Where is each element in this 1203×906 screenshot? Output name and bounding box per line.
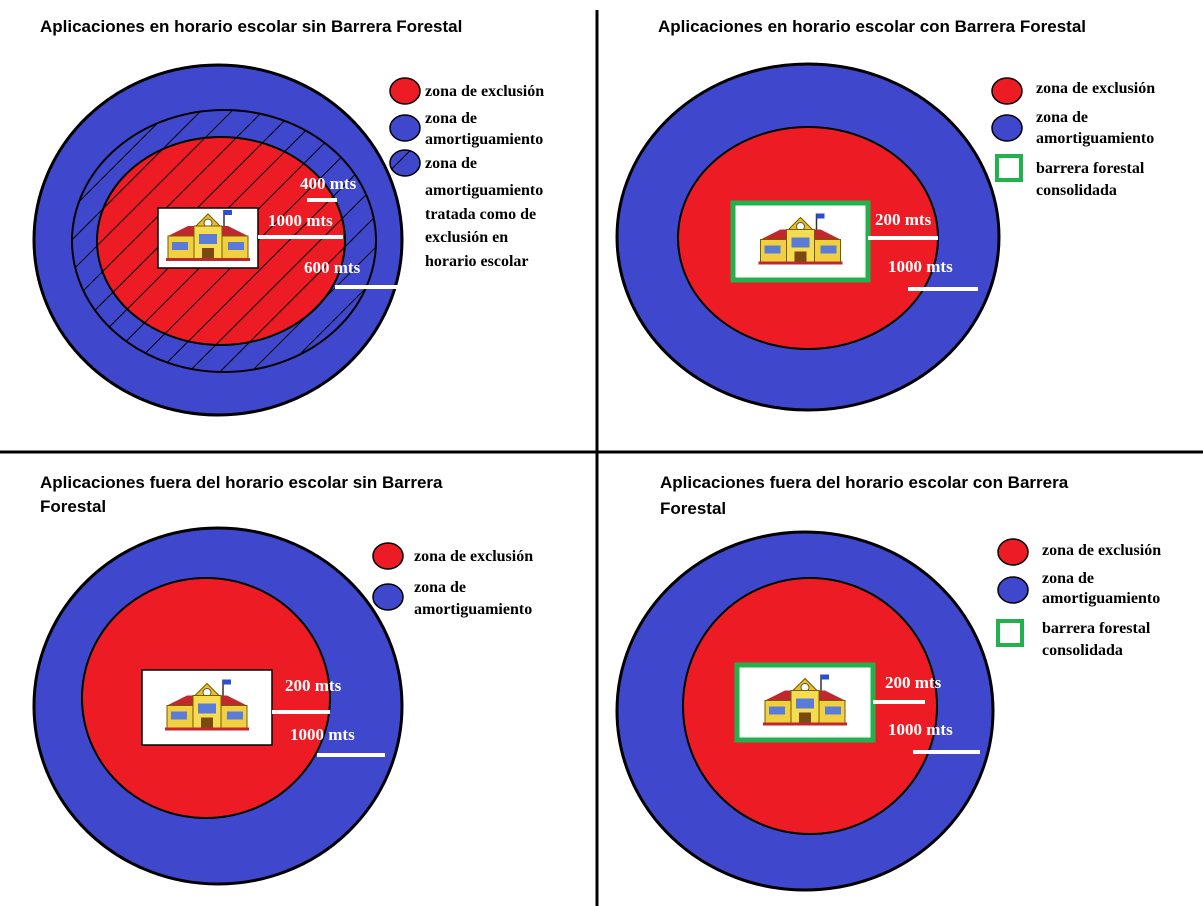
legend-label: zona de: [1042, 570, 1094, 587]
legend-symbol: [373, 584, 403, 610]
distance-label: 1000 mts: [290, 725, 355, 744]
legend-symbol: [390, 78, 420, 104]
panel-title: Aplicaciones fuera del horario escolar s…: [40, 473, 443, 492]
distance-label: 200 mts: [875, 210, 932, 229]
panel-title: Forestal: [660, 499, 726, 518]
panel-title: Forestal: [40, 497, 106, 516]
legend-symbol: [992, 78, 1022, 104]
legend-label: amortiguamiento: [1036, 130, 1154, 147]
legend-label: horario escolar: [425, 253, 529, 270]
legend-label: zona de: [1036, 109, 1088, 126]
legend-label: zona de: [414, 579, 466, 596]
panel-title: Aplicaciones en horario escolar sin Barr…: [40, 17, 462, 36]
legend-label: zona de exclusión: [425, 83, 544, 100]
distance-label: 200 mts: [285, 676, 342, 695]
legend-label: zona de: [425, 155, 477, 172]
legend-label: barrera forestal: [1042, 620, 1151, 637]
legend-label: amortiguamiento: [425, 131, 543, 148]
legend-symbol: [998, 577, 1028, 603]
legend-label: barrera forestal: [1036, 160, 1145, 177]
legend-symbol: [373, 543, 403, 569]
legend-label: amortiguamiento: [414, 601, 532, 618]
legend-label: zona de exclusión: [1042, 542, 1161, 559]
legend-hatch: [390, 150, 420, 176]
legend-label: tratada como de: [425, 206, 536, 223]
legend-symbol: [390, 115, 420, 141]
panel-title: Aplicaciones fuera del horario escolar c…: [660, 473, 1069, 492]
legend-label: zona de exclusión: [414, 548, 533, 565]
distance-label: 600 mts: [304, 258, 361, 277]
legend-label: zona de exclusión: [1036, 80, 1155, 97]
panel-title: Aplicaciones en horario escolar con Barr…: [658, 17, 1086, 36]
distance-label: 1000 mts: [888, 720, 953, 739]
legend-symbol: [992, 115, 1022, 141]
legend-label: amortiguamiento: [1042, 590, 1160, 607]
legend-label: consolidada: [1036, 182, 1117, 199]
distance-label: 200 mts: [885, 673, 942, 692]
distance-label: 400 mts: [300, 174, 357, 193]
legend-label: zona de: [425, 110, 477, 127]
distance-label: 1000 mts: [888, 257, 953, 276]
legend-symbol: [998, 539, 1028, 565]
legend-symbol: [997, 156, 1021, 180]
legend-label: exclusión en: [425, 229, 508, 246]
legend-label: consolidada: [1042, 642, 1123, 659]
distance-label: 1000 mts: [268, 211, 333, 230]
diagram: Aplicaciones en horario escolar sin Barr…: [0, 0, 1203, 906]
legend-label: amortiguamiento: [425, 182, 543, 199]
legend-symbol: [998, 621, 1022, 645]
